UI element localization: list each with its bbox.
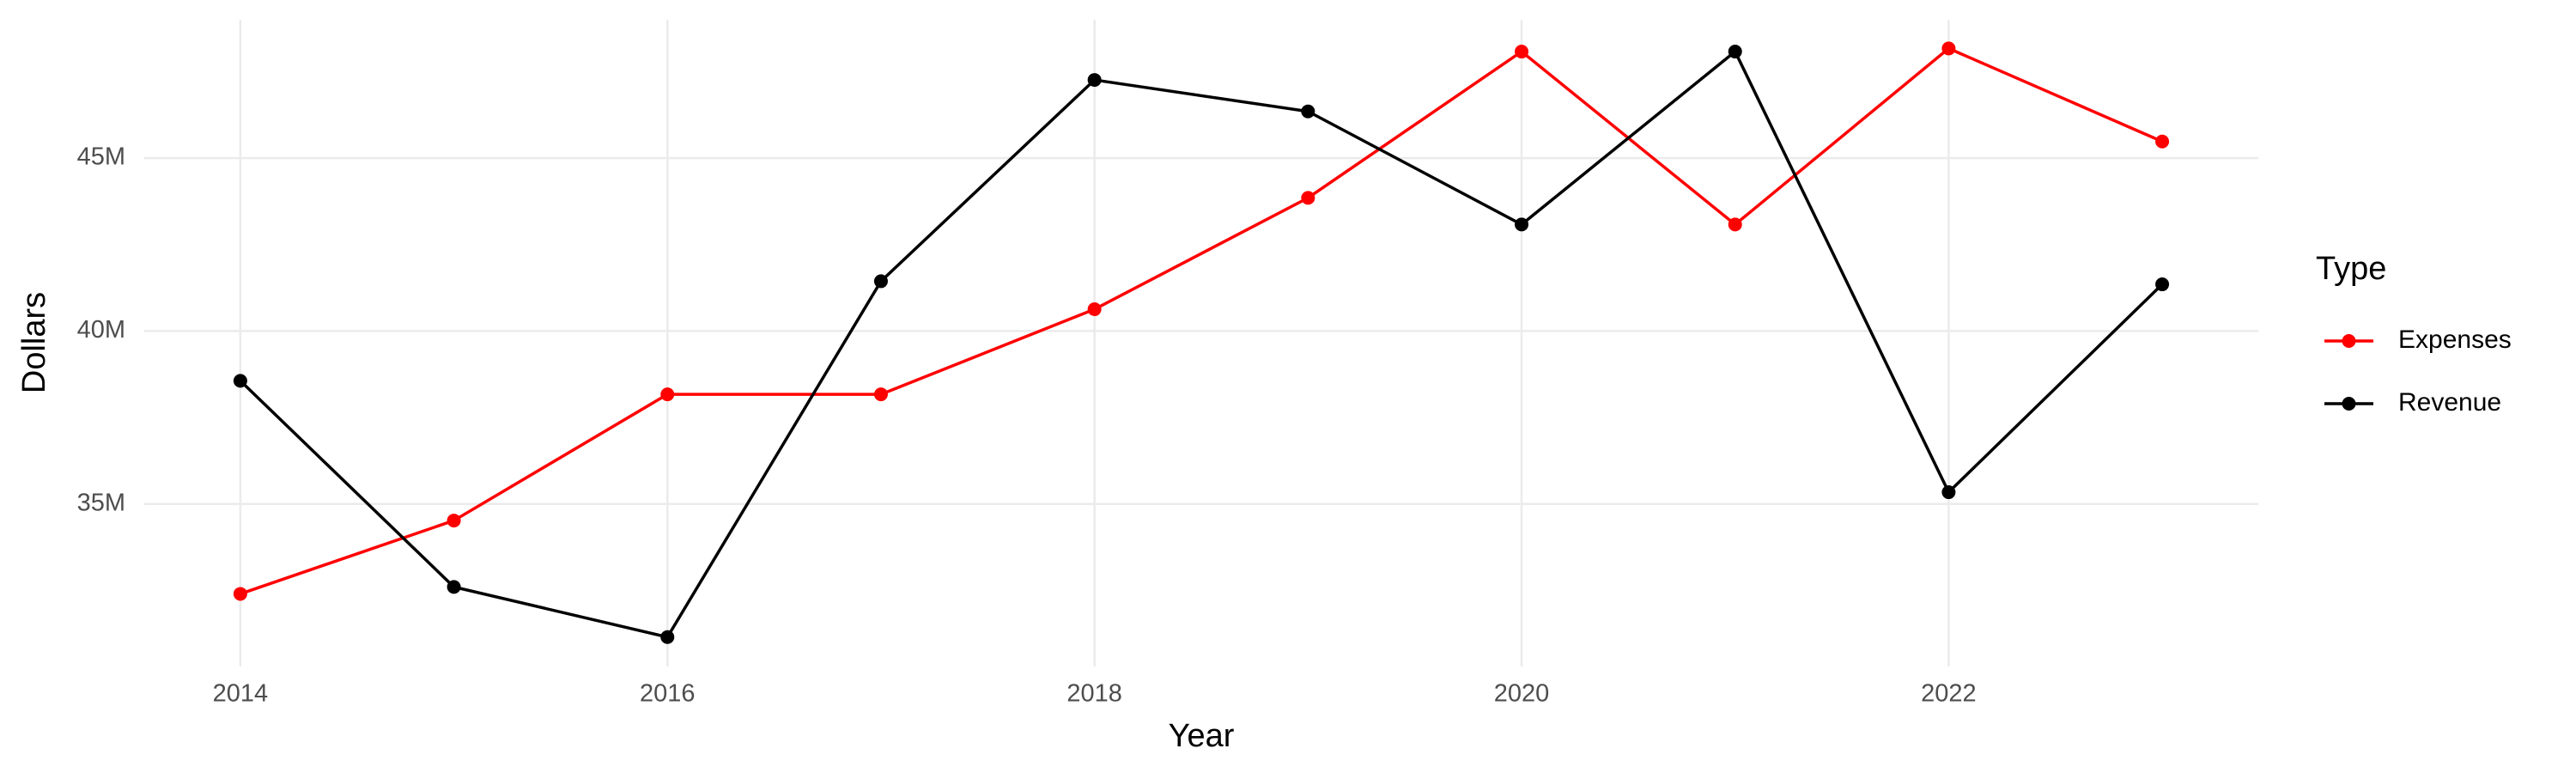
legend-title: Type <box>2316 251 2386 287</box>
data-point <box>1941 41 1956 56</box>
legend-label: Expenses <box>2398 326 2512 354</box>
legend-swatch-point <box>2342 397 2356 411</box>
data-point <box>233 587 247 601</box>
data-point <box>447 580 461 594</box>
data-point <box>1515 45 1529 59</box>
y-axis-title: Dollars <box>16 292 52 393</box>
x-tick-label: 2020 <box>1494 680 1550 708</box>
data-point <box>1087 302 1102 317</box>
x-tick-label: 2018 <box>1066 680 1122 708</box>
x-axis-title: Year <box>1169 718 1235 754</box>
data-point <box>1728 45 1742 59</box>
x-tick-label: 2014 <box>213 680 269 708</box>
data-point <box>1301 191 1315 205</box>
data-point <box>873 387 888 402</box>
data-point <box>873 274 888 289</box>
data-point <box>660 387 675 402</box>
data-point <box>660 630 675 644</box>
data-point <box>1941 485 1956 500</box>
y-tick-label: 35M <box>77 489 125 516</box>
data-point <box>1728 217 1742 232</box>
y-tick-label: 40M <box>77 316 125 344</box>
data-point <box>2155 134 2170 149</box>
legend-label: Revenue <box>2398 388 2501 417</box>
series-line <box>240 46 2163 596</box>
y-tick-label: 45M <box>77 143 125 171</box>
data-point <box>233 374 247 388</box>
x-tick-label: 2016 <box>640 680 696 708</box>
data-point <box>1087 73 1102 88</box>
x-tick-label: 2022 <box>1921 680 1977 708</box>
data-point <box>1301 104 1315 119</box>
series-line <box>239 49 2164 639</box>
legend-swatch-point <box>2342 334 2356 348</box>
data-point <box>1515 217 1529 232</box>
data-point <box>2155 277 2170 292</box>
data-point <box>447 514 461 528</box>
